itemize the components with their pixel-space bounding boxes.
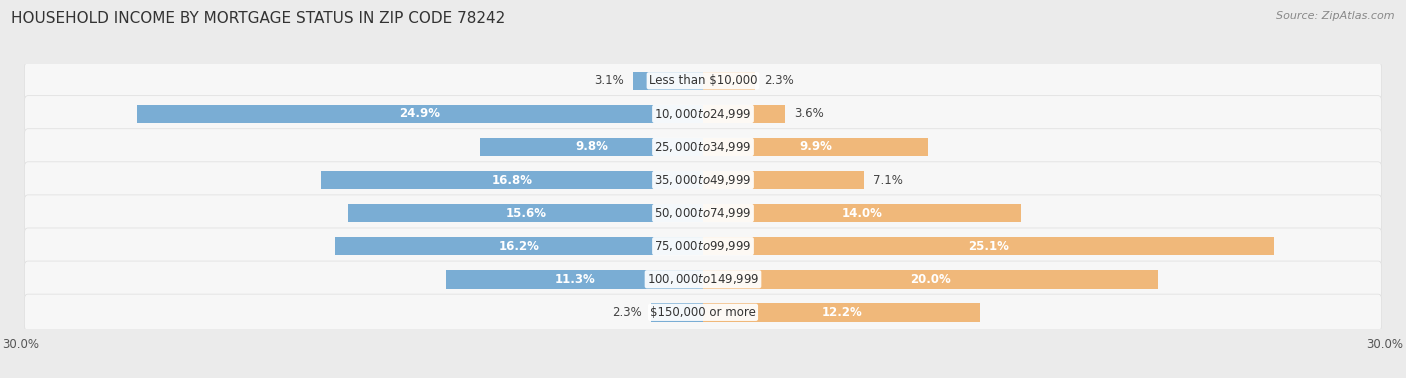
Text: $25,000 to $34,999: $25,000 to $34,999 — [654, 140, 752, 154]
Text: $10,000 to $24,999: $10,000 to $24,999 — [654, 107, 752, 121]
Bar — [321, 171, 703, 189]
Text: 16.2%: 16.2% — [499, 240, 540, 253]
Text: 16.8%: 16.8% — [492, 174, 533, 186]
Text: 3.6%: 3.6% — [794, 107, 824, 120]
Text: 9.8%: 9.8% — [575, 141, 607, 153]
Bar — [703, 138, 928, 156]
Text: 11.3%: 11.3% — [554, 273, 595, 286]
Bar — [703, 71, 755, 90]
FancyBboxPatch shape — [24, 294, 1382, 330]
Bar — [703, 303, 980, 322]
FancyBboxPatch shape — [24, 261, 1382, 297]
Text: $75,000 to $99,999: $75,000 to $99,999 — [654, 239, 752, 253]
Bar — [703, 237, 1274, 256]
Bar — [481, 138, 703, 156]
Text: 3.1%: 3.1% — [593, 74, 623, 87]
Text: Less than $10,000: Less than $10,000 — [648, 74, 758, 87]
Text: 20.0%: 20.0% — [910, 273, 950, 286]
Text: 15.6%: 15.6% — [505, 207, 546, 220]
FancyBboxPatch shape — [24, 162, 1382, 198]
Legend: Without Mortgage, With Mortgage: Without Mortgage, With Mortgage — [568, 374, 838, 378]
Bar — [633, 71, 703, 90]
Bar — [703, 171, 865, 189]
Text: $50,000 to $74,999: $50,000 to $74,999 — [654, 206, 752, 220]
Text: 12.2%: 12.2% — [821, 306, 862, 319]
Text: 9.9%: 9.9% — [799, 141, 832, 153]
Text: 25.1%: 25.1% — [967, 240, 1008, 253]
FancyBboxPatch shape — [24, 129, 1382, 165]
Text: 2.3%: 2.3% — [765, 74, 794, 87]
Text: 7.1%: 7.1% — [873, 174, 903, 186]
Text: 14.0%: 14.0% — [842, 207, 883, 220]
FancyBboxPatch shape — [24, 96, 1382, 132]
Text: 2.3%: 2.3% — [612, 306, 641, 319]
FancyBboxPatch shape — [24, 195, 1382, 231]
FancyBboxPatch shape — [24, 228, 1382, 264]
Bar — [446, 270, 703, 288]
Bar — [136, 105, 703, 123]
Text: HOUSEHOLD INCOME BY MORTGAGE STATUS IN ZIP CODE 78242: HOUSEHOLD INCOME BY MORTGAGE STATUS IN Z… — [11, 11, 506, 26]
Text: $150,000 or more: $150,000 or more — [650, 306, 756, 319]
Bar — [335, 237, 703, 256]
Bar — [703, 204, 1021, 222]
Bar — [651, 303, 703, 322]
Text: 24.9%: 24.9% — [399, 107, 440, 120]
Bar — [703, 270, 1157, 288]
Text: $35,000 to $49,999: $35,000 to $49,999 — [654, 173, 752, 187]
Text: $100,000 to $149,999: $100,000 to $149,999 — [647, 272, 759, 286]
Text: Source: ZipAtlas.com: Source: ZipAtlas.com — [1277, 11, 1395, 21]
Bar — [703, 105, 785, 123]
Bar — [349, 204, 703, 222]
FancyBboxPatch shape — [24, 63, 1382, 99]
